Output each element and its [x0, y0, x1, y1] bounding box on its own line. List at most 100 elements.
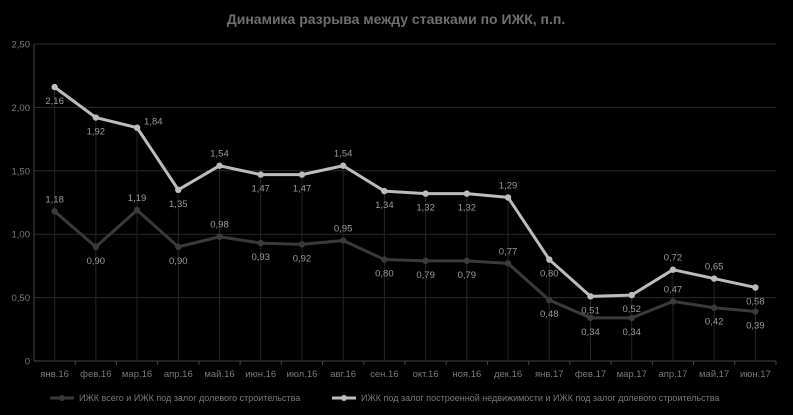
data-label: 1,32 — [416, 203, 435, 214]
data-label: 0,65 — [705, 262, 724, 273]
data-label: 2,16 — [45, 96, 64, 107]
data-point — [628, 291, 635, 299]
data-point — [257, 171, 264, 178]
data-label: 0,95 — [334, 224, 353, 235]
data-label: 1,92 — [87, 127, 106, 138]
x-tick-label: май.17 — [699, 369, 729, 380]
gridlines — [34, 43, 776, 299]
legend-marker — [59, 395, 65, 401]
x-tick-label: июл.16 — [286, 369, 317, 380]
data-label: 1,32 — [458, 203, 477, 214]
data-label: 1,47 — [251, 184, 270, 195]
data-point — [51, 83, 58, 91]
data-label: 0,77 — [499, 246, 518, 257]
data-label: 0,48 — [540, 309, 559, 320]
data-label: 1,47 — [293, 184, 312, 195]
y-tick-label: 0 — [25, 357, 30, 368]
data-point — [504, 194, 512, 201]
legend-marker — [341, 395, 347, 401]
x-tick-label: янв.17 — [535, 369, 564, 380]
data-point — [92, 243, 100, 251]
data-point — [381, 256, 388, 263]
data-point — [463, 190, 471, 197]
data-label: 0,92 — [293, 253, 312, 264]
data-point — [587, 293, 594, 300]
data-label: 0,47 — [664, 284, 683, 295]
data-label: 1,35 — [169, 199, 188, 210]
x-tick-label: сен.16 — [370, 369, 399, 380]
data-label: 0,93 — [251, 252, 270, 263]
data-label: 1,34 — [375, 200, 394, 211]
data-label: 0,80 — [375, 269, 394, 280]
data-label: 0,52 — [622, 304, 641, 315]
data-point — [669, 298, 677, 305]
x-tick-label: дек.16 — [494, 369, 522, 380]
data-point — [628, 314, 635, 322]
data-label: 0,39 — [746, 321, 765, 332]
series-group — [51, 83, 759, 322]
data-label: 0,51 — [581, 305, 600, 316]
data-point — [216, 233, 223, 240]
data-point — [175, 243, 182, 251]
data-label: 0,58 — [746, 296, 765, 307]
data-label: 0,90 — [169, 256, 188, 267]
x-tick-label: ноя.16 — [452, 369, 481, 380]
data-point — [298, 241, 306, 248]
data-label: 0,34 — [581, 327, 600, 338]
data-point — [339, 162, 347, 169]
x-axis-ticks: янв.16 фев.16 мар.16 апр.16 май.16 июн.16 июл.… — [40, 361, 777, 380]
y-tick-label: 1,00 — [12, 230, 31, 241]
legend-label: ИЖК всего и ИЖК под залог долевого строи… — [79, 393, 300, 403]
y-axis-ticks: 0 0,50 1,00 1,50 2,00 2,50 — [12, 40, 31, 368]
x-tick-label: авг.16 — [330, 369, 356, 380]
data-point — [504, 260, 512, 267]
data-label: 1,29 — [499, 180, 518, 191]
y-tick-label: 1,50 — [12, 166, 31, 177]
data-point — [422, 257, 429, 265]
data-label: 1,54 — [210, 149, 229, 160]
x-tick-label: янв.16 — [40, 369, 69, 380]
series-line — [53, 208, 756, 320]
data-point — [752, 284, 759, 291]
drop-lines — [54, 87, 756, 361]
data-point — [339, 237, 347, 244]
data-label: 0,79 — [458, 270, 477, 281]
data-point — [710, 304, 718, 311]
y-tick-label: 0,50 — [12, 293, 31, 304]
x-tick-label: июн.16 — [245, 369, 276, 380]
series-line — [53, 85, 756, 298]
y-tick-label: 2,50 — [12, 40, 31, 51]
data-label: 0,72 — [664, 253, 683, 264]
data-label: 0,98 — [210, 220, 229, 231]
data-point — [710, 275, 718, 282]
data-point — [752, 308, 759, 315]
data-point — [546, 296, 553, 304]
x-tick-label: фев.17 — [575, 369, 606, 380]
data-label: 1,84 — [144, 117, 163, 128]
x-tick-label: апр.17 — [658, 369, 687, 380]
data-point — [587, 314, 594, 322]
data-label: 1,54 — [334, 149, 353, 160]
data-point — [669, 266, 677, 273]
data-label: 1,19 — [128, 193, 147, 204]
legend-label: ИЖК под залог построенной недвижимости и… — [361, 393, 719, 403]
x-tick-label: фев.16 — [80, 369, 111, 380]
x-tick-label: окт.16 — [413, 369, 439, 380]
x-tick-label: июн.17 — [740, 369, 771, 380]
data-point — [257, 239, 264, 247]
chart-title: Динамика разрыва между ставками по ИЖК, … — [227, 11, 565, 27]
data-label: 0,90 — [87, 256, 106, 267]
legend: ИЖК всего и ИЖК под залог долевого строи… — [50, 393, 719, 403]
data-point — [546, 256, 553, 263]
data-point — [216, 162, 223, 169]
data-point — [133, 124, 141, 131]
data-point — [175, 186, 182, 194]
x-tick-label: мар.16 — [122, 369, 152, 380]
data-label: 0,34 — [622, 327, 641, 338]
data-point — [298, 171, 306, 178]
y-tick-label: 2,00 — [12, 103, 31, 114]
data-point — [463, 257, 471, 265]
data-label: 0,42 — [705, 317, 724, 328]
data-point — [51, 208, 58, 215]
